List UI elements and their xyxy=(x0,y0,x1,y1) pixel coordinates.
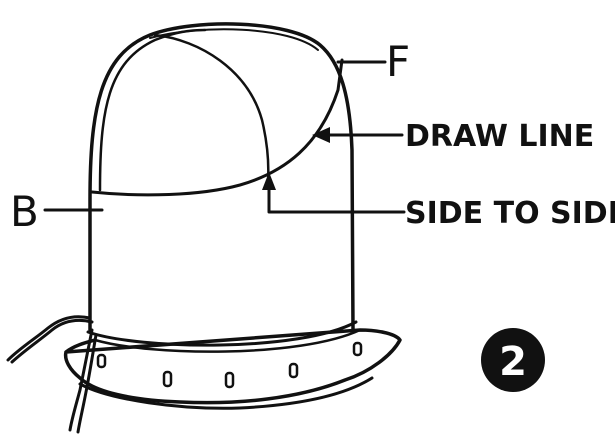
side-to-side-line xyxy=(153,33,270,184)
annotation-pointers xyxy=(43,60,406,214)
hood-left-seam xyxy=(98,28,207,192)
eyelet xyxy=(288,362,299,379)
label-f: F xyxy=(386,37,410,86)
side-to-side-arrowhead xyxy=(262,172,276,190)
eyelet xyxy=(162,370,173,388)
eyelet xyxy=(96,353,107,369)
step-number-circle xyxy=(481,328,545,392)
side-to-side-leader xyxy=(267,178,406,214)
drawstring-strand xyxy=(76,333,98,434)
drawstring-strand xyxy=(6,315,92,362)
hood-outline xyxy=(88,22,355,332)
hood-illustration xyxy=(6,22,402,434)
seam-line-b xyxy=(90,58,344,197)
drawstring-strand xyxy=(10,318,94,364)
label-side-to-side: SIDE TO SIDE xyxy=(405,196,615,231)
draw-line-arrowhead xyxy=(312,127,330,143)
step-number-badge: 2 xyxy=(481,328,545,392)
collar-inner-edge xyxy=(93,328,362,353)
label-draw-line: DRAW LINE xyxy=(405,119,594,154)
eyelet xyxy=(352,341,363,357)
drawstring-strand xyxy=(68,328,94,432)
collar-bottom-edge xyxy=(78,376,374,410)
drawstring xyxy=(6,315,98,434)
hood-top-edge xyxy=(149,28,319,51)
label-b: B xyxy=(10,187,39,236)
collar-outline xyxy=(63,328,402,405)
eyelet xyxy=(224,371,235,389)
collar-eyelets xyxy=(96,341,363,389)
step-number: 2 xyxy=(499,339,527,385)
